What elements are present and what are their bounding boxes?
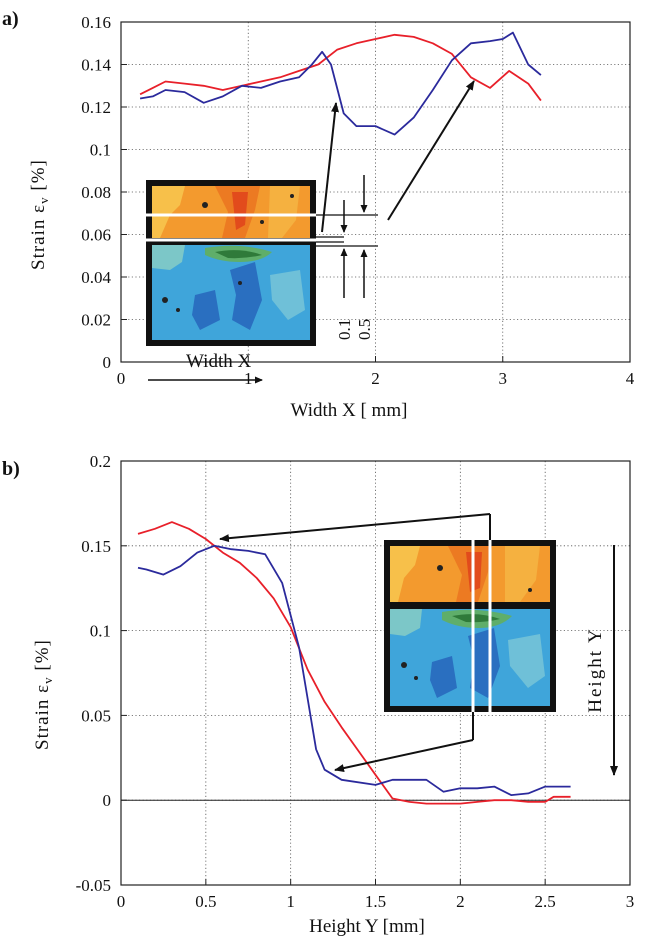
panel-a-dimension-markers: 0.1 0.5 (316, 175, 378, 340)
panel-b-arrow-to-red (219, 513, 491, 543)
panel-b-ytick-label-2: 0.05 (81, 706, 111, 725)
panel-b-xtick-label-1: 0.5 (195, 892, 216, 911)
panel-a-ticks: 0 1 2 3 4 0 0.02 0.04 0.06 0.08 0.1 0.12 0.14 0.16 (81, 13, 635, 388)
panel-a-ytick-label-4: 0.08 (81, 183, 111, 202)
panel-a-ylabel: Strain εv [%] (28, 159, 51, 270)
panel-a-ytick-label-1: 0.02 (81, 311, 111, 330)
panel-a-inset-label: Width X (186, 351, 251, 372)
panel-a-xtick-label-1: 1 (244, 369, 253, 388)
panel-a-ytick-label-6: 0.12 (81, 98, 111, 117)
panel-a-ytick-label-7: 0.14 (81, 56, 111, 75)
panel-b-xtick-label-0: 0 (117, 892, 126, 911)
panel-a: a) 0 1 2 3 4 0 0.02 0.04 0.06 0.08 0.1 0.12 0.14 0.16… (2, 8, 635, 421)
panel-a-dim-label-0: 0.1 (335, 319, 354, 340)
panel-b-xtick-label-6: 3 (626, 892, 635, 911)
panel-a-xlabel: Width X [ mm] (291, 400, 408, 421)
panel-a-label: a) (2, 8, 19, 30)
panel-a-xtick-label-3: 3 (499, 369, 508, 388)
panel-b-grid (121, 461, 630, 885)
panel-a-xtick-label-4: 4 (626, 369, 635, 388)
panel-b-xtick-label-5: 2.5 (535, 892, 556, 911)
panel-b-xtick-label-2: 1 (286, 892, 295, 911)
panel-b-ytick-label-3: 0.1 (90, 622, 111, 641)
panel-a-dim-label-1: 0.5 (355, 319, 374, 340)
panel-a-ytick-label-0: 0 (103, 353, 112, 372)
panel-a-series-line-0 (139, 33, 542, 102)
panel-a-ytick-label-5: 0.1 (90, 141, 111, 160)
panel-a-ytick-label-3: 0.06 (81, 226, 111, 245)
panel-b: b) 0 0.5 1 1.5 2 2.5 3 -0.05 0 0.05 0.1 0.15 0.2 Str… (2, 452, 634, 937)
panel-b-ticks: 0 0.5 1 1.5 2 2.5 3 -0.05 0 0.05 0.1 0.15 0.2 (76, 452, 635, 911)
panel-b-arrow-to-blue (334, 739, 474, 772)
panel-a-arrow-to-red (387, 80, 475, 221)
panel-b-inset-strain-map (384, 540, 556, 712)
panel-b-ytick-label-4: 0.15 (81, 537, 111, 556)
panel-a-ytick-label-8: 0.16 (81, 13, 111, 32)
panel-a-ytick-label-2: 0.04 (81, 268, 111, 287)
panel-b-label: b) (2, 458, 20, 480)
panel-b-ytick-label-0: -0.05 (76, 876, 111, 895)
panel-b-ytick-label-5: 0.2 (90, 452, 111, 471)
panel-b-ylabel: Strain εv [%] (32, 639, 55, 750)
panel-a-xtick-label-2: 2 (371, 369, 380, 388)
panel-a-series-line-1 (139, 31, 542, 136)
panel-b-series-line-0 (137, 521, 571, 805)
panel-a-inset-strain-map (146, 180, 316, 346)
panel-b-series-line-1 (137, 544, 571, 796)
panel-a-xtick-label-0: 0 (117, 369, 126, 388)
panel-a-series (139, 31, 542, 136)
panel-b-xlabel: Height Y [mm] (309, 916, 425, 937)
panel-a-arrow-to-blue (321, 102, 340, 233)
panel-b-xtick-label-4: 2 (456, 892, 465, 911)
panel-b-series (137, 521, 571, 805)
panel-b-inset-label: Height Y (585, 627, 606, 712)
panel-b-ytick-label-1: 0 (103, 791, 112, 810)
panel-b-xtick-label-3: 1.5 (365, 892, 386, 911)
